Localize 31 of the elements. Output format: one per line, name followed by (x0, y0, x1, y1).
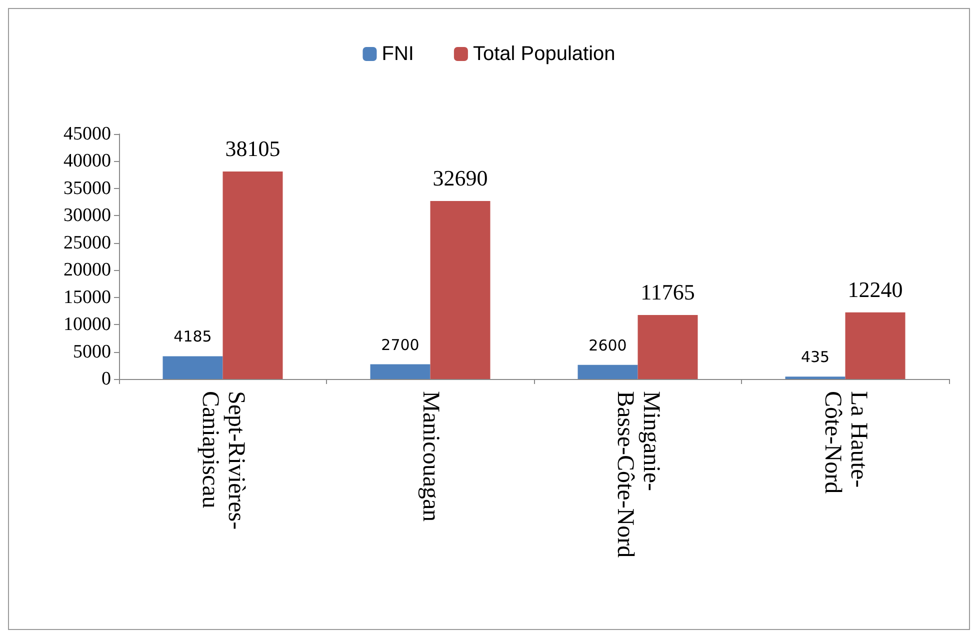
y-tick-label: 15000 (64, 286, 111, 308)
y-tick-label: 35000 (64, 178, 111, 199)
y-tick-label: 5000 (73, 341, 111, 362)
data-label: 2600 (588, 336, 627, 354)
bar (578, 364, 638, 379)
bar (845, 312, 906, 379)
y-tick-label: 30000 (64, 205, 111, 226)
data-label: 38105 (225, 136, 280, 162)
bar (162, 356, 223, 379)
legend-label: FNI (382, 43, 414, 65)
data-label: 435 (800, 348, 830, 366)
x-tick-label: Sept-Rivières- Caniapiscau (196, 391, 249, 530)
y-tick-label: 0 (102, 368, 111, 390)
bar (370, 364, 430, 379)
data-label: 12240 (848, 276, 903, 302)
data-label: 2700 (381, 336, 420, 354)
y-tick-label: 45000 (64, 124, 111, 144)
bar (222, 172, 283, 379)
x-tick-label: La Haute- Côte-Nord (819, 391, 872, 494)
bar (430, 201, 490, 379)
y-tick-label: 20000 (64, 260, 111, 281)
legend-label: Total Population (472, 43, 616, 65)
data-label: 4185 (174, 328, 212, 346)
x-tick-label: Manicouagan (417, 391, 444, 522)
bar (638, 314, 698, 379)
y-tick-label: 25000 (64, 232, 111, 254)
x-tick-label: Minganie- Basse-Côte-Nord (612, 391, 664, 558)
y-tick-label: 40000 (64, 150, 111, 172)
data-label: 11765 (640, 279, 695, 304)
data-label: 32690 (432, 166, 488, 191)
y-tick-label: 10000 (64, 314, 111, 336)
